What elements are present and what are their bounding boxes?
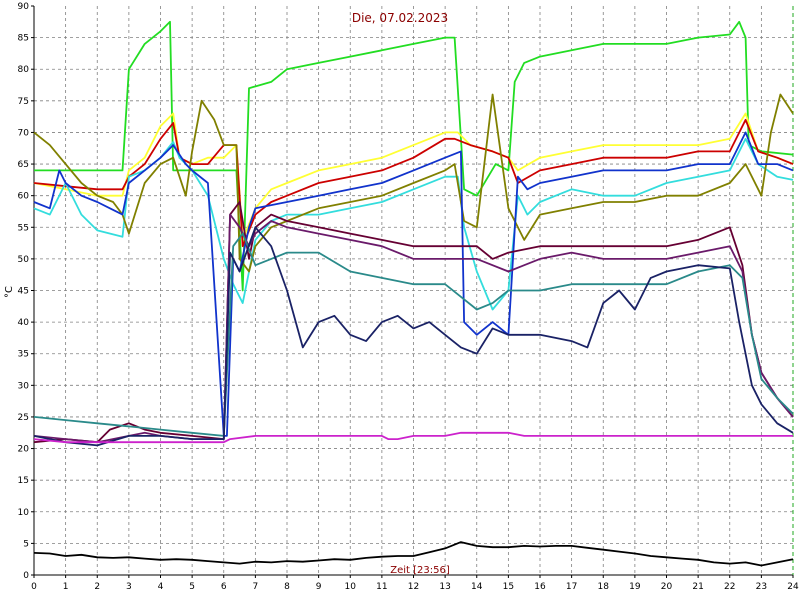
x-tick-label: 7 — [253, 582, 259, 592]
y-tick-label: 35 — [18, 350, 29, 360]
series-line-9 — [33, 232, 794, 437]
x-tick-label: 4 — [158, 582, 164, 592]
series-line-6 — [33, 131, 794, 437]
series-line-11 — [33, 431, 793, 444]
time-note: Zeit [23:56] — [390, 565, 450, 576]
x-tick-label: 13 — [439, 582, 450, 592]
y-tick-label: 20 — [18, 445, 30, 455]
x-tick-label: 14 — [471, 582, 483, 592]
y-tick-label: 0 — [23, 571, 29, 581]
x-tick-label: 12 — [408, 582, 419, 592]
x-tick-label: 3 — [126, 582, 132, 592]
y-tick-label: 85 — [18, 34, 29, 44]
series-lines — [33, 20, 794, 567]
x-tick-label: 20 — [661, 582, 673, 592]
series-line-7 — [33, 201, 794, 444]
series-line-3 — [33, 118, 794, 248]
tick-labels: 0 1 2 3 4 5 6 7 8 9 10 11 12 13 14 15 16 17 18 19 20 21 22 23 24… — [18, 2, 799, 592]
x-tick-label: 24 — [787, 582, 799, 592]
y-axis-label: °C — [4, 286, 15, 298]
y-tick-label: 75 — [18, 97, 29, 107]
y-tick-label: 60 — [18, 192, 30, 202]
y-tick-label: 10 — [18, 508, 30, 518]
y-tick-label: 25 — [18, 413, 29, 423]
series-line-12 — [33, 541, 794, 567]
y-tick-label: 40 — [18, 318, 30, 328]
y-tick-label: 15 — [18, 476, 29, 486]
x-tick-label: 9 — [316, 582, 322, 592]
grid — [34, 6, 793, 575]
x-tick-label: 18 — [598, 582, 610, 592]
y-tick-label: 70 — [18, 128, 30, 138]
x-tick-label: 15 — [503, 582, 514, 592]
series-line-2 — [33, 112, 794, 241]
y-tick-label: 80 — [18, 65, 30, 75]
x-tick-label: 21 — [692, 582, 703, 592]
x-tick-label: 1 — [63, 582, 69, 592]
x-tick-label: 11 — [376, 582, 387, 592]
x-tick-label: 2 — [94, 582, 100, 592]
x-tick-label: 22 — [724, 582, 735, 592]
y-tick-label: 65 — [18, 160, 29, 170]
x-tick-label: 17 — [566, 582, 577, 592]
y-tick-label: 30 — [18, 381, 30, 391]
x-tick-label: 10 — [345, 582, 357, 592]
y-tick-label: 90 — [18, 2, 30, 12]
x-tick-label: 19 — [629, 582, 641, 592]
series-line-5 — [33, 93, 794, 273]
x-tick-label: 6 — [221, 582, 227, 592]
y-tick-label: 55 — [18, 223, 29, 233]
x-tick-label: 5 — [189, 582, 195, 592]
y-tick-label: 5 — [23, 539, 29, 549]
x-tick-label: 0 — [31, 582, 37, 592]
y-tick-label: 45 — [18, 287, 29, 297]
series-line-10 — [33, 226, 794, 447]
x-tick-label: 16 — [534, 582, 546, 592]
x-tick-label: 8 — [284, 582, 290, 592]
chart-title: Die, 07.02.2023 — [352, 11, 448, 25]
axes — [31, 5, 794, 578]
y-tick-label: 50 — [18, 255, 30, 265]
x-tick-label: 23 — [756, 582, 767, 592]
series-line-1 — [34, 20, 794, 292]
